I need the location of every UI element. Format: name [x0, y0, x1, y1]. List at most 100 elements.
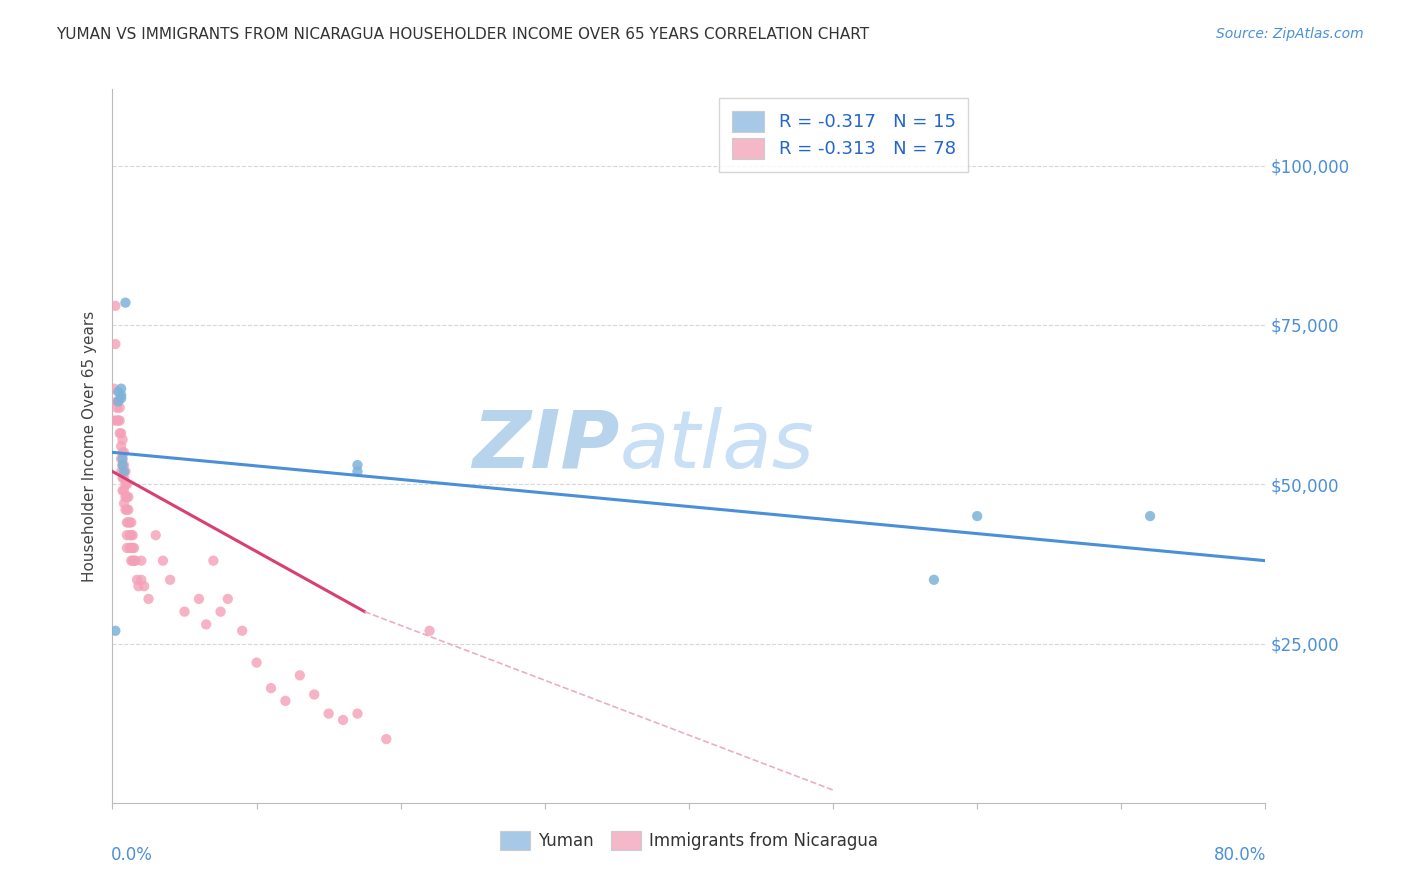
- Point: [124, 554, 146, 568]
- Point: [111, 483, 134, 498]
- Point: [108, 426, 131, 441]
- Point: [127, 579, 149, 593]
- Point: [134, 579, 156, 593]
- Text: 80.0%: 80.0%: [1215, 846, 1267, 863]
- Point: [122, 554, 145, 568]
- Point: [318, 706, 340, 721]
- Point: [110, 388, 132, 402]
- Point: [112, 465, 135, 479]
- Text: YUMAN VS IMMIGRANTS FROM NICARAGUA HOUSEHOLDER INCOME OVER 65 YEARS CORRELATION : YUMAN VS IMMIGRANTS FROM NICARAGUA HOUSE…: [56, 27, 869, 42]
- Point: [107, 394, 129, 409]
- Point: [346, 706, 368, 721]
- Point: [104, 337, 127, 351]
- Point: [288, 668, 311, 682]
- Point: [111, 471, 134, 485]
- Point: [304, 688, 326, 702]
- Point: [107, 384, 129, 399]
- Point: [121, 554, 143, 568]
- Point: [159, 573, 181, 587]
- Point: [112, 445, 135, 459]
- Point: [112, 483, 135, 498]
- Point: [114, 490, 136, 504]
- Point: [419, 624, 441, 638]
- Point: [112, 496, 135, 510]
- Point: [120, 554, 142, 568]
- Text: 0.0%: 0.0%: [111, 846, 153, 863]
- Point: [117, 516, 139, 530]
- Point: [217, 591, 239, 606]
- Point: [108, 401, 131, 415]
- Point: [111, 451, 134, 466]
- Point: [121, 541, 143, 555]
- Point: [110, 439, 132, 453]
- Point: [112, 458, 135, 472]
- Point: [115, 502, 138, 516]
- Point: [112, 471, 135, 485]
- Point: [966, 509, 988, 524]
- Point: [375, 732, 398, 747]
- Point: [125, 573, 148, 587]
- Point: [118, 528, 141, 542]
- Point: [110, 391, 132, 405]
- Point: [260, 681, 283, 695]
- Point: [117, 490, 139, 504]
- Point: [121, 528, 143, 542]
- Point: [110, 451, 132, 466]
- Point: [152, 554, 174, 568]
- Point: [120, 528, 142, 542]
- Text: Source: ZipAtlas.com: Source: ZipAtlas.com: [1216, 27, 1364, 41]
- Point: [114, 477, 136, 491]
- Point: [231, 624, 253, 638]
- Point: [120, 516, 142, 530]
- Point: [115, 528, 138, 542]
- Point: [195, 617, 218, 632]
- Legend: Yuman, Immigrants from Nicaragua: Yuman, Immigrants from Nicaragua: [492, 822, 886, 859]
- Point: [138, 591, 160, 606]
- Point: [1139, 509, 1161, 524]
- Point: [118, 541, 141, 555]
- Y-axis label: Householder Income Over 65 years: Householder Income Over 65 years: [82, 310, 97, 582]
- Point: [115, 541, 138, 555]
- Point: [246, 656, 269, 670]
- Point: [115, 490, 138, 504]
- Point: [105, 413, 128, 427]
- Point: [129, 573, 153, 587]
- Point: [110, 465, 132, 479]
- Point: [274, 694, 297, 708]
- Point: [115, 477, 138, 491]
- Point: [209, 605, 232, 619]
- Point: [108, 413, 131, 427]
- Point: [922, 573, 945, 587]
- Text: atlas: atlas: [620, 407, 814, 485]
- Point: [145, 528, 167, 542]
- Point: [114, 465, 136, 479]
- Point: [107, 394, 129, 409]
- Point: [129, 554, 153, 568]
- Point: [332, 713, 354, 727]
- Point: [104, 624, 127, 638]
- Point: [117, 502, 139, 516]
- Point: [346, 458, 368, 472]
- Point: [104, 299, 127, 313]
- Point: [114, 295, 136, 310]
- Point: [202, 554, 225, 568]
- Text: ZIP: ZIP: [472, 407, 620, 485]
- Point: [111, 445, 134, 459]
- Point: [188, 591, 211, 606]
- Point: [173, 605, 195, 619]
- Point: [115, 516, 138, 530]
- Point: [120, 541, 142, 555]
- Point: [111, 458, 134, 472]
- Point: [114, 502, 136, 516]
- Point: [103, 413, 125, 427]
- Point: [110, 382, 132, 396]
- Point: [105, 401, 128, 415]
- Point: [105, 394, 128, 409]
- Point: [118, 516, 141, 530]
- Point: [107, 413, 129, 427]
- Point: [111, 458, 134, 472]
- Point: [122, 541, 145, 555]
- Point: [111, 433, 134, 447]
- Point: [110, 426, 132, 441]
- Point: [346, 465, 368, 479]
